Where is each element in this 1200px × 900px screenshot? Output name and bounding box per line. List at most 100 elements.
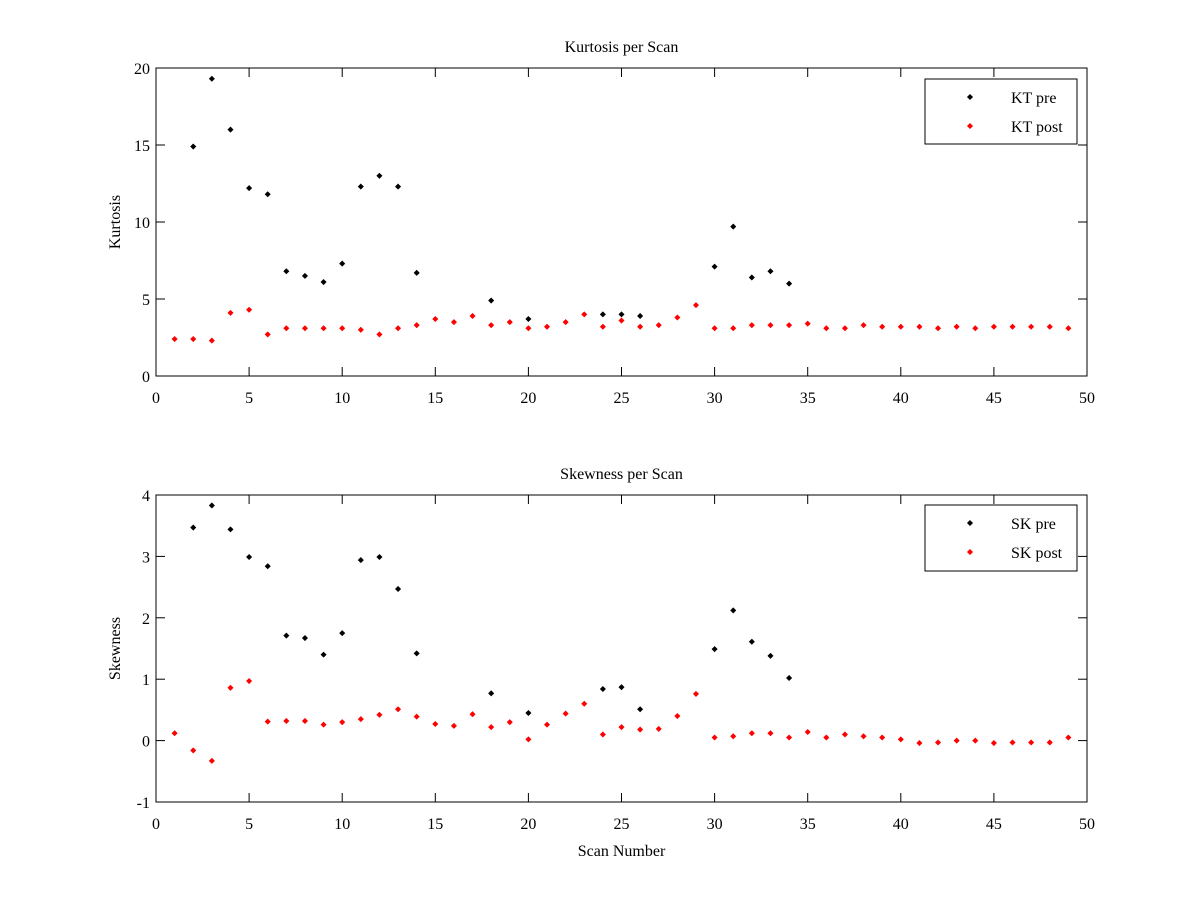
chart1-legend: KT pre KT post [924, 78, 1078, 145]
chart1-data-point [450, 319, 457, 326]
chart2-data-point [246, 678, 253, 685]
chart1-data-point [730, 325, 737, 332]
chart1-data-point [525, 325, 532, 332]
chart2-data-point [227, 684, 234, 691]
chart1-data-point [227, 309, 234, 316]
chart2-y-tick-label: -1 [137, 795, 150, 812]
chart1-data-point [357, 183, 364, 190]
chart2-data-point [488, 690, 495, 697]
chart1-y-tick-label: 0 [142, 369, 150, 386]
chart1-data-point [786, 322, 793, 329]
chart1-data-point [395, 183, 402, 190]
chart2-data-point [581, 700, 588, 707]
chart1-data-point [618, 311, 625, 318]
chart2-data-point [786, 734, 793, 741]
chart1-data-point [916, 323, 923, 330]
chart2-legend-label: SK pre [1011, 516, 1056, 533]
chart2-data-point [208, 502, 215, 509]
chart2-legend-marker [966, 519, 974, 527]
chart1-series-2 [171, 302, 1072, 344]
chart1-legend-marker [966, 122, 974, 130]
chart2-data-point [860, 733, 867, 740]
chart1-x-tick-label: 25 [614, 390, 630, 407]
chart2-x-tick-label: 15 [427, 816, 443, 833]
chart2-title: Skewness per Scan [560, 466, 683, 483]
chart2-data-point [395, 585, 402, 592]
chart1-data-point [246, 306, 253, 313]
chart1-data-point [413, 269, 420, 276]
chart2-data-point [748, 730, 755, 737]
chart1-data-point [1028, 323, 1035, 330]
chart1-data-point [227, 126, 234, 133]
chart2-x-axis-label: Scan Number [578, 843, 666, 860]
chart1-x-tick-label: 35 [800, 390, 816, 407]
chart1-data-point [674, 314, 681, 321]
chart1-data-point [432, 315, 439, 323]
chart1-data-point [171, 336, 178, 343]
chart1-y-axis-label: Kurtosis [107, 195, 124, 249]
chart2-data-point [972, 737, 979, 744]
chart1-data-point [488, 297, 495, 304]
chart2-data-point [171, 730, 178, 737]
chart1-x-tick-label: 15 [427, 390, 443, 407]
chart2-data-point [320, 651, 327, 658]
chart2-y-tick-label: 1 [142, 672, 150, 689]
chart2-legend-marker [966, 548, 974, 556]
chart1-data-point [246, 185, 253, 192]
chart1-data-point [841, 325, 848, 332]
chart2-data-point [655, 725, 662, 732]
chart1-data-point [1065, 325, 1072, 332]
chart2-data-point [1065, 734, 1072, 741]
chart1-data-point [879, 323, 886, 330]
chart1-data-point [469, 312, 476, 319]
chart2-data-point [525, 736, 532, 743]
chart1-data-point [283, 325, 290, 332]
chart1-data-point [413, 322, 420, 329]
chart2-x-tick-label: 30 [707, 816, 723, 833]
chart1-data-point [767, 268, 774, 275]
chart1-data-point [488, 322, 495, 329]
chart2-data-point [413, 650, 420, 657]
chart1-title: Kurtosis per Scan [565, 39, 679, 56]
chart2-data-point [283, 717, 290, 724]
chart1-data-point [599, 323, 606, 330]
chart1-legend-label: KT post [1011, 119, 1063, 136]
chart2-x-tick-label: 50 [1079, 816, 1095, 833]
chart2-data-point [692, 690, 700, 697]
chart2-series-1 [190, 502, 793, 716]
chart2-x-tick-label: 25 [614, 816, 630, 833]
chart2-y-tick-label: 2 [142, 611, 150, 628]
chart2-data-point [990, 740, 997, 747]
chart1-legend-box [924, 78, 1078, 145]
chart2-data-point [1009, 739, 1016, 746]
chart2-data-point [190, 747, 197, 754]
chart1-data-point [637, 312, 644, 319]
chart2-x-tick-label: 40 [893, 816, 909, 833]
chart1-data-point [190, 336, 197, 343]
chart1-data-point [283, 268, 290, 275]
chart1-data-point [395, 325, 402, 332]
chart2-data-point [395, 706, 402, 713]
chart1-data-point [711, 325, 718, 332]
chart2-data-point [562, 710, 569, 717]
chart2-data-point [1028, 739, 1035, 746]
chart1-data-point [804, 320, 811, 327]
chart2-data-point [432, 720, 439, 728]
chart2-data-point [469, 711, 476, 718]
chart2-data-point [376, 711, 383, 718]
chart2-data-point [730, 607, 737, 614]
chart1-data-point [935, 325, 942, 332]
chart1-data-point [1009, 323, 1016, 330]
chart1-data-point [990, 323, 997, 330]
chart2-data-point [711, 646, 718, 653]
chart2-data-point [599, 685, 606, 693]
chart1-data-point [767, 322, 774, 329]
chart1-data-point [506, 319, 513, 326]
chart2-data-point [357, 716, 364, 723]
chart1-data-point [301, 325, 308, 332]
chart1-series-1 [190, 75, 793, 323]
chart1-data-point [208, 75, 215, 82]
chart2-data-point [953, 737, 960, 744]
chart2-data-point [767, 652, 774, 659]
chart2-data-point [506, 719, 513, 726]
